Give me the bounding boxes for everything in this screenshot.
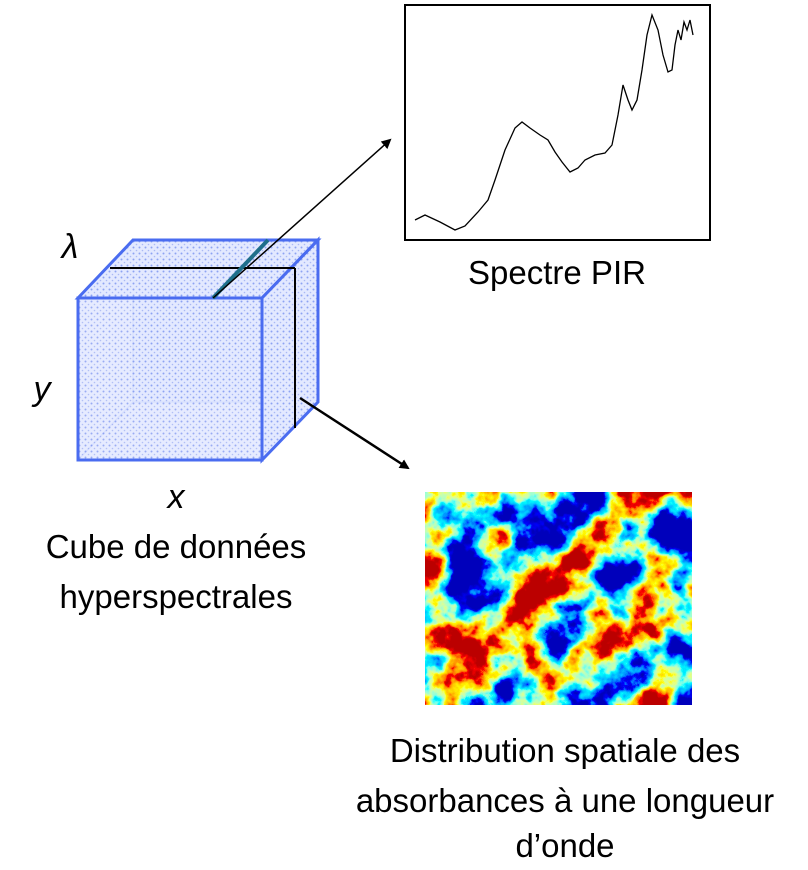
- axis-label: x: [166, 478, 186, 516]
- cube: [78, 240, 318, 460]
- axis-label: y: [32, 370, 53, 408]
- spectrum-frame: [405, 5, 710, 240]
- cube-caption: hyperspectrales: [60, 578, 293, 615]
- map-caption: absorbances à une longueur: [356, 782, 774, 819]
- spectrum-caption: Spectre PIR: [468, 254, 646, 291]
- absorbance-map: [425, 492, 692, 705]
- map-caption: d’onde: [515, 827, 614, 864]
- map-caption: Distribution spatiale des: [390, 732, 740, 769]
- cube-caption: Cube de données: [46, 528, 307, 565]
- axis-label: λ: [60, 228, 79, 266]
- arrow: [300, 398, 408, 468]
- cube-front: [78, 298, 262, 460]
- diagram: Spectre PIR λ y x Cube de données hypers…: [0, 0, 808, 865]
